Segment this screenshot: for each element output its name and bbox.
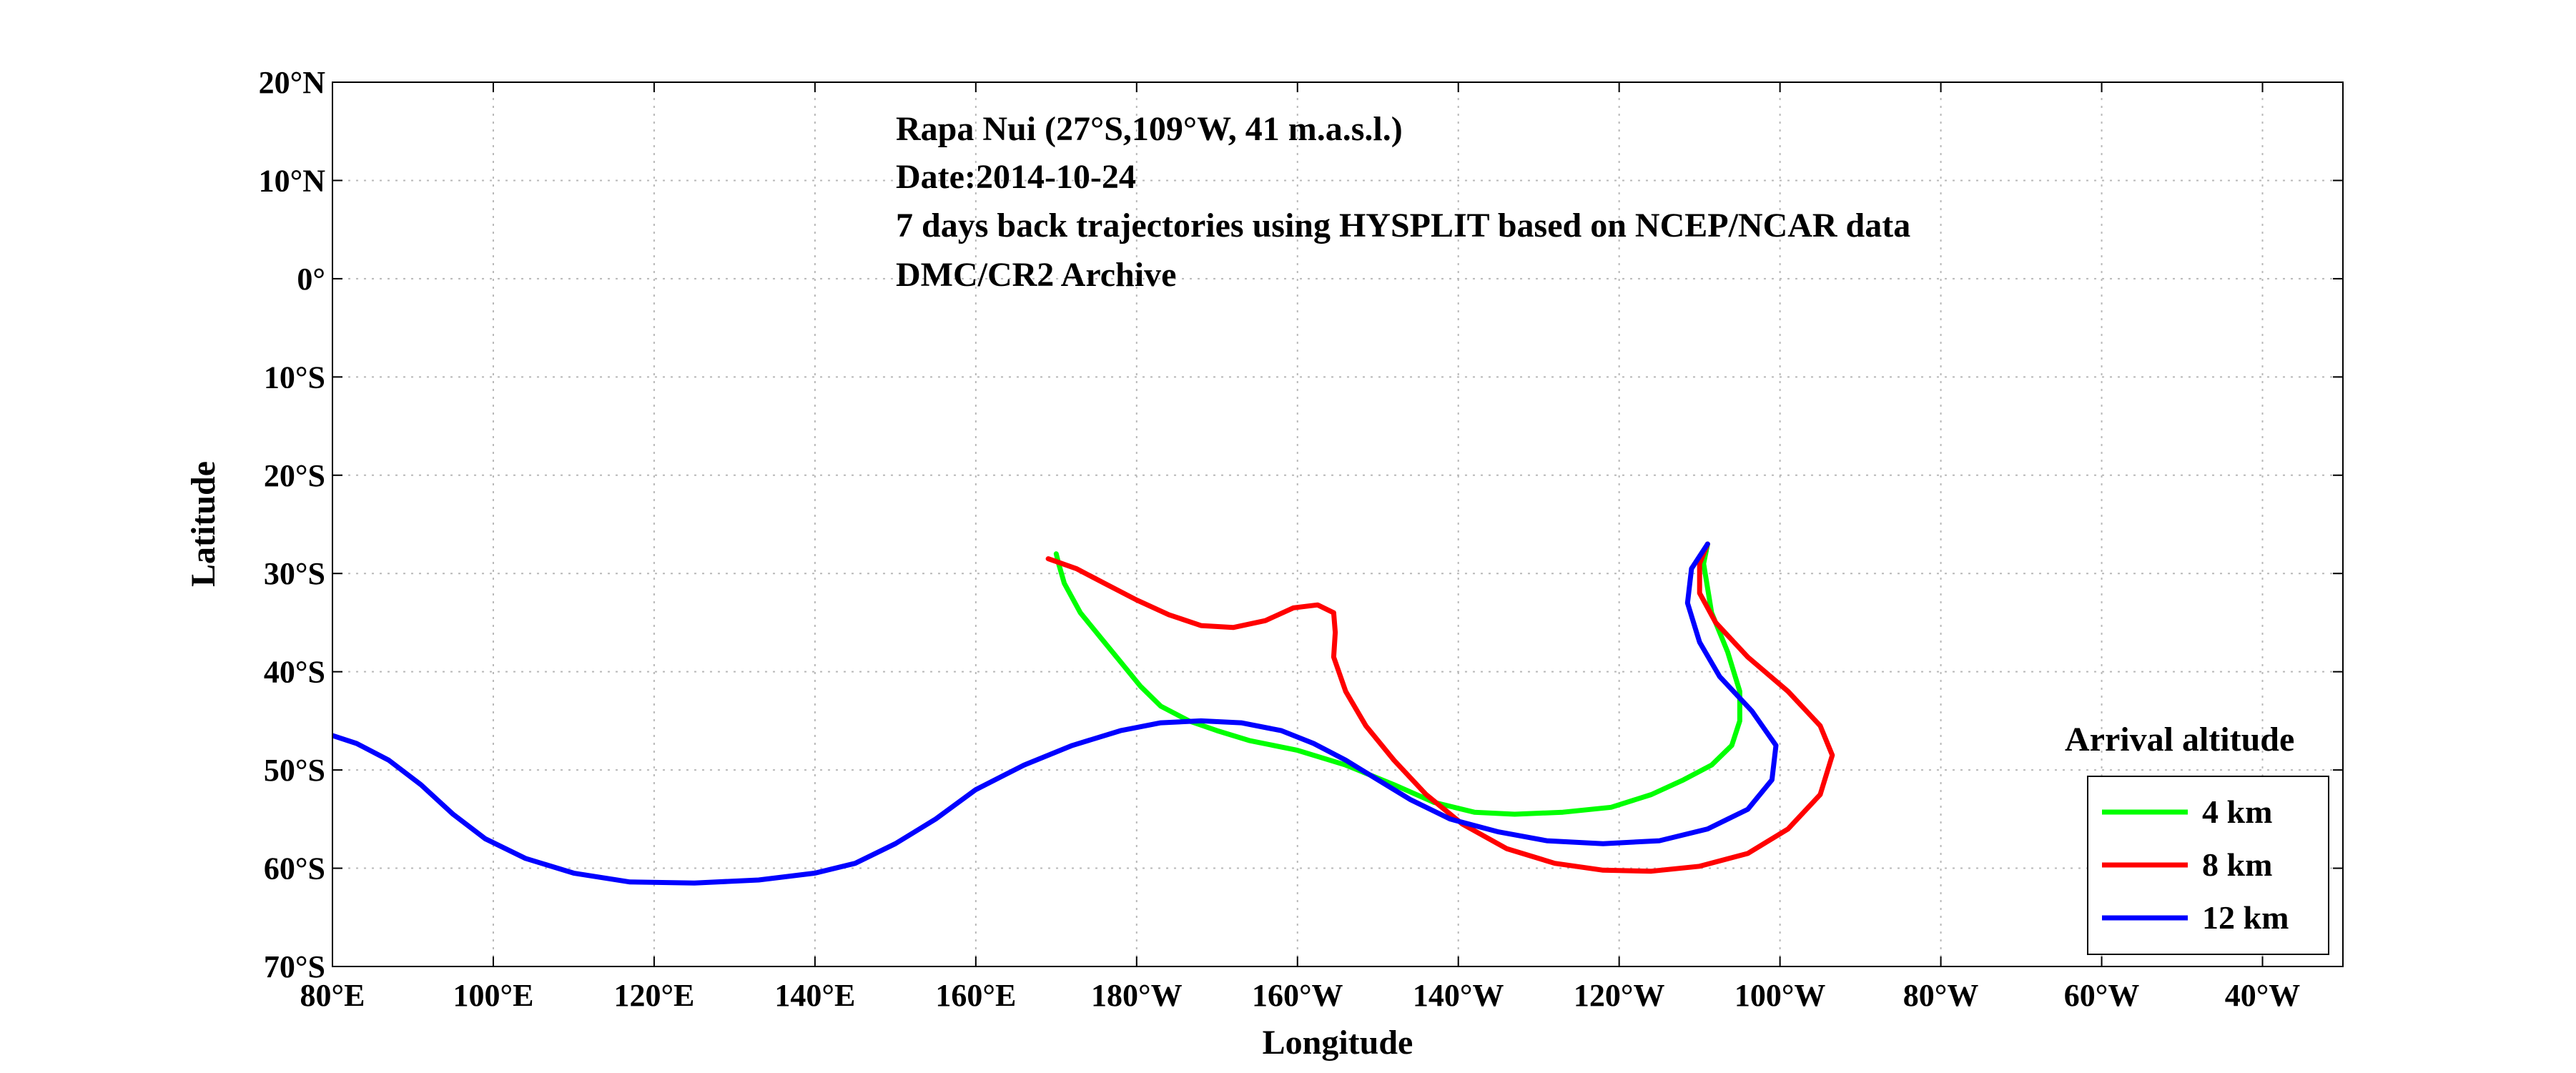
legend-label-4km: 4 km	[2202, 793, 2272, 830]
x-tick-label-100-e: 100°E	[453, 978, 533, 1013]
new-guinea-coastline	[706, 260, 802, 322]
sri-lanka-coastline	[332, 151, 337, 172]
antarctic-peninsula-coastline	[1812, 906, 1905, 966]
new-zealand-south-coastline	[905, 560, 946, 620]
grid-lines	[332, 82, 2343, 966]
lesser-sunda-islands	[641, 289, 691, 294]
legend-label-8km: 8 km	[2202, 846, 2272, 883]
legend-label-12km: 12 km	[2202, 899, 2289, 936]
annotation-date: Date:2014-10-24	[896, 158, 1136, 196]
philippines-coastline	[663, 132, 699, 194]
annotation-location: Rapa Nui (27°S,109°W, 41 m.a.s.l.)	[896, 110, 1403, 148]
trajectory-line-4-km	[1053, 541, 1742, 817]
x-tick-label-80-w: 80°W	[1903, 978, 1979, 1013]
sumatra-coastline	[525, 202, 583, 272]
x-tick-label-40-w: 40°W	[2225, 978, 2301, 1013]
trajectory-lines	[332, 541, 1835, 886]
x-axis-label: Longitude	[1263, 1024, 1413, 1062]
legend: 4 km 8 km 12 km	[2087, 776, 2329, 955]
sulawesi-coastline	[666, 206, 688, 252]
australia-coastline	[598, 345, 868, 581]
y-tick-label-20-s: 20°S	[264, 458, 325, 493]
new-zealand-north-coastline	[947, 510, 968, 557]
x-tick-label-160-e: 160°E	[935, 978, 1016, 1013]
x-tick-label-160-w: 160°W	[1252, 978, 1343, 1013]
india-coastline	[332, 96, 340, 139]
antarctica-west-coastline	[332, 930, 773, 964]
taiwan-coastline	[665, 108, 671, 123]
java-coastline	[583, 275, 635, 290]
x-tick-label-120-w: 120°W	[1574, 978, 1665, 1013]
axes-frame	[332, 81, 2344, 967]
x-tick-label-140-w: 140°W	[1413, 978, 1504, 1013]
x-tick-label-140-e: 140°E	[774, 978, 855, 1013]
x-tick-label-80-e: 80°E	[300, 978, 365, 1013]
y-tick-label-50-s: 50°S	[264, 753, 325, 788]
annotation-block: Rapa Nui (27°S,109°W, 41 m.a.s.l.) Date:…	[896, 110, 1910, 294]
y-tick-label-20-n: 20°N	[259, 65, 326, 100]
x-tick-label-100-w: 100°W	[1734, 978, 1826, 1013]
y-tick-label-60-s: 60°S	[264, 851, 325, 886]
y-tick-label-0: 0°	[297, 262, 325, 297]
trajectory-line-12-km	[332, 541, 1779, 886]
y-tick-label-10-n: 10°N	[259, 163, 326, 198]
y-tick-label-70-s: 70°S	[264, 949, 325, 984]
legend-title: Arrival altitude	[2065, 721, 2294, 758]
central-america-coastline	[1699, 82, 1874, 192]
y-tick-label-10-s: 10°S	[264, 360, 325, 395]
annotation-method: 7 days back trajectories using HYSPLIT b…	[896, 207, 1910, 244]
x-tick-label-60-w: 60°W	[2064, 978, 2140, 1013]
x-tick-label-180-w: 180°W	[1091, 978, 1183, 1013]
asia-mainland-coastline	[455, 82, 686, 200]
y-tick-label-40-s: 40°S	[264, 655, 325, 690]
tasmania-coastline	[805, 591, 823, 615]
axis-ticks: 80°E 100°E 120°E 140°E 160°E 180°W 160°W 140°W 1…	[259, 65, 2343, 1013]
annotation-archive: DMC/CR2 Archive	[896, 256, 1176, 294]
trajectory-line-8-km	[1045, 541, 1835, 874]
y-axis-label: Latitude	[184, 461, 222, 587]
x-tick-label-120-e: 120°E	[613, 978, 694, 1013]
new-caledonia-coastline	[874, 400, 886, 415]
borneo-coastline	[614, 196, 660, 257]
y-tick-label-30-s: 30°S	[264, 556, 325, 591]
